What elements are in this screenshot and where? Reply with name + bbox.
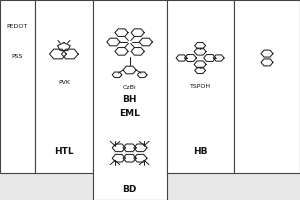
Text: TSPOH: TSPOH <box>190 84 211 88</box>
Text: BH: BH <box>122 96 137 104</box>
Bar <box>93 0 166 200</box>
Bar <box>167 0 234 173</box>
Text: HB: HB <box>193 148 207 156</box>
Text: EML: EML <box>119 110 140 118</box>
Text: CzBi: CzBi <box>123 85 136 90</box>
Bar <box>234 0 300 173</box>
Text: PEDOT: PEDOT <box>7 23 28 28</box>
Text: PSS: PSS <box>11 53 23 58</box>
Bar <box>34 0 93 173</box>
Text: BD: BD <box>122 184 137 194</box>
Text: PVK: PVK <box>58 79 70 84</box>
Text: HTL: HTL <box>54 148 74 156</box>
Bar <box>0 0 34 173</box>
